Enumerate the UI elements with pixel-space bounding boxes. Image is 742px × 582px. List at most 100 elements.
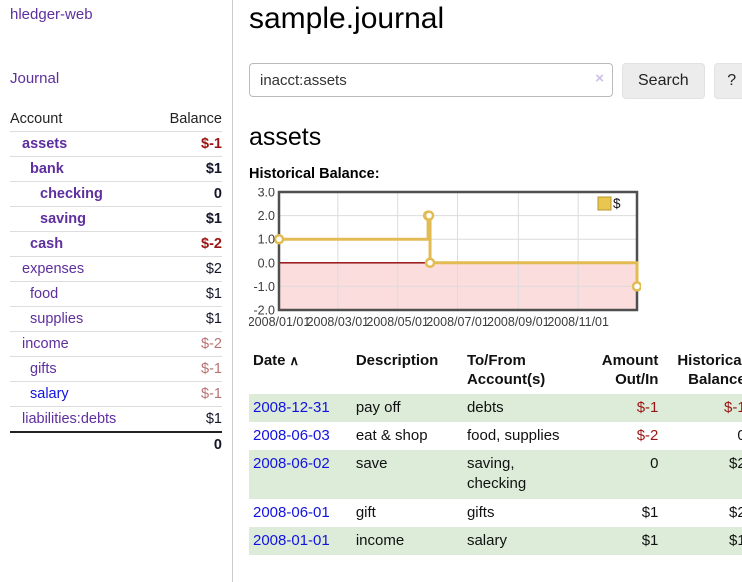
balance-column-label: Balance	[169, 111, 222, 127]
main-content: sample.journal × Search ? assets Histori…	[233, 0, 742, 582]
account-link[interactable]: saving	[40, 211, 86, 227]
svg-text:2008/09/01: 2008/09/01	[487, 315, 550, 329]
register-row: 2008-06-02 save saving, checking 0 $2	[249, 450, 742, 499]
col-tofrom-accounts: To/From Account(s)	[466, 352, 546, 388]
transaction-date-link[interactable]: 2008-01-01	[253, 531, 330, 549]
account-balance: $2	[205, 261, 222, 277]
cell-accounts: gifts	[466, 503, 495, 521]
transaction-date-link[interactable]: 2008-12-31	[253, 398, 330, 416]
col-date[interactable]: Date ∧	[253, 352, 300, 369]
cell-amount: $-2	[636, 426, 659, 444]
account-link[interactable]: cash	[30, 236, 64, 252]
account-row-saving: saving $1	[10, 206, 222, 231]
search-field-wrap: ×	[249, 63, 613, 99]
cell-date: 2008-12-31	[249, 394, 352, 422]
cell-amount: $1	[641, 503, 659, 521]
col-description: Description	[355, 352, 439, 369]
account-balance: $-1	[201, 136, 222, 152]
search-button[interactable]: Search	[622, 63, 705, 99]
account-row-checking: checking 0	[10, 181, 222, 206]
account-link[interactable]: expenses	[22, 261, 85, 277]
svg-text:-1.0: -1.0	[253, 280, 275, 294]
register-table: Date ∧ Description To/From Account(s) Amou…	[249, 350, 742, 555]
account-balance: $1	[205, 411, 222, 427]
account-row-bank: bank $1	[10, 156, 222, 181]
account-balance: $-1	[201, 386, 222, 402]
svg-text:1.0: 1.0	[258, 233, 275, 247]
register-row: 2008-12-31 pay off debts $-1 $-1	[249, 393, 742, 422]
account-link[interactable]: liabilities:debts	[22, 411, 117, 427]
svg-text:3.0: 3.0	[258, 188, 275, 200]
cell-amount: $-1	[636, 398, 659, 416]
cell-description: save	[355, 455, 388, 472]
account-row-liabilities-debts: liabilities:debts $1	[10, 406, 222, 431]
cell-accounts: debts	[466, 398, 504, 416]
register-row: 2008-06-03 eat & shop food, supplies $-2 0	[249, 422, 742, 450]
account-page-title: assets	[249, 123, 322, 151]
svg-text:2008/01/01: 2008/01/01	[249, 315, 310, 329]
clear-search-icon[interactable]: ×	[595, 70, 604, 87]
cell-date: 2008-06-01	[249, 499, 352, 527]
account-row-supplies: supplies $1	[10, 306, 222, 331]
account-balance: $1	[205, 211, 222, 227]
brand-link[interactable]: hledger-web	[10, 6, 93, 23]
cell-description: eat & shop	[355, 426, 428, 444]
help-button[interactable]: ?	[713, 63, 742, 99]
sidebar-item-journal[interactable]: Journal	[10, 70, 60, 87]
account-link[interactable]: gifts	[30, 361, 57, 377]
cell-accounts: salary	[466, 531, 507, 549]
cell-accounts: saving, checking	[466, 455, 527, 493]
transaction-date-link[interactable]: 2008-06-03	[253, 426, 330, 444]
account-balance: $-2	[201, 236, 222, 252]
search-input[interactable]	[249, 63, 613, 97]
cell-date: 2008-01-01	[249, 527, 352, 555]
cell-accounts: food, supplies	[466, 426, 560, 444]
account-balance: $1	[205, 311, 222, 327]
account-balance: $-1	[201, 361, 222, 377]
account-link[interactable]: supplies	[30, 311, 84, 327]
account-tree: assets $-1 bank $1 checking 0 saving $1 cash $-2 e…	[10, 131, 222, 431]
balance-chart-svg: $3.0 2.0 1.0 0.0 -1.0 -2.02008/01/012008/03/0…	[248, 186, 643, 329]
cell-balance: $2	[729, 455, 742, 472]
account-balance: $1	[205, 161, 222, 177]
account-link[interactable]: salary	[30, 386, 69, 402]
cell-balance: 0	[737, 426, 742, 444]
cell-balance: $2	[729, 503, 742, 521]
account-column-label: Account	[10, 111, 63, 127]
svg-text:2008/07/01: 2008/07/01	[426, 315, 489, 329]
account-link[interactable]: bank	[30, 161, 64, 177]
transaction-date-link[interactable]: 2008-06-01	[253, 503, 330, 521]
account-balance: $-2	[201, 336, 222, 352]
account-link[interactable]: assets	[22, 136, 68, 152]
account-link[interactable]: checking	[40, 186, 103, 202]
account-row-cash: cash $-2	[10, 231, 222, 256]
svg-text:2008/11/01: 2008/11/01	[547, 315, 609, 329]
cell-amount: $1	[641, 531, 659, 549]
account-row-income: income $-2	[10, 331, 222, 356]
cell-date: 2008-06-02	[249, 450, 352, 499]
sidebar: hledger-web Journal Account Balance asse…	[0, 0, 233, 582]
account-row-assets: assets $-1	[10, 131, 222, 156]
account-link[interactable]: income	[22, 336, 69, 352]
svg-text:2.0: 2.0	[258, 209, 275, 223]
register-header-row: Date ∧ Description To/From Account(s) Amou…	[249, 350, 742, 394]
cell-amount: 0	[650, 455, 659, 472]
chart-heading: Historical Balance:	[249, 166, 380, 182]
account-total-row: 0	[10, 431, 222, 457]
cell-date: 2008-06-03	[249, 422, 352, 450]
register-row: 2008-06-01 gift gifts $1 $2	[249, 499, 742, 527]
cell-description: income	[355, 531, 405, 549]
cell-description: gift	[355, 503, 376, 521]
svg-text:0.0: 0.0	[258, 256, 275, 270]
account-row-expenses: expenses $2	[10, 256, 222, 281]
account-link[interactable]: food	[30, 286, 59, 302]
col-historical-balance: Historical Balance	[677, 352, 742, 388]
account-balance: 0	[213, 186, 222, 202]
sort-asc-icon: ∧	[289, 353, 300, 368]
total-balance: 0	[213, 437, 222, 453]
transaction-date-link[interactable]: 2008-06-02	[253, 455, 330, 472]
col-amount-outin: Amount Out/In	[601, 352, 659, 388]
account-table-header: Account Balance	[10, 108, 222, 131]
historical-balance-chart: $3.0 2.0 1.0 0.0 -1.0 -2.0 2008/01/01 2008/03/0…	[248, 186, 643, 334]
